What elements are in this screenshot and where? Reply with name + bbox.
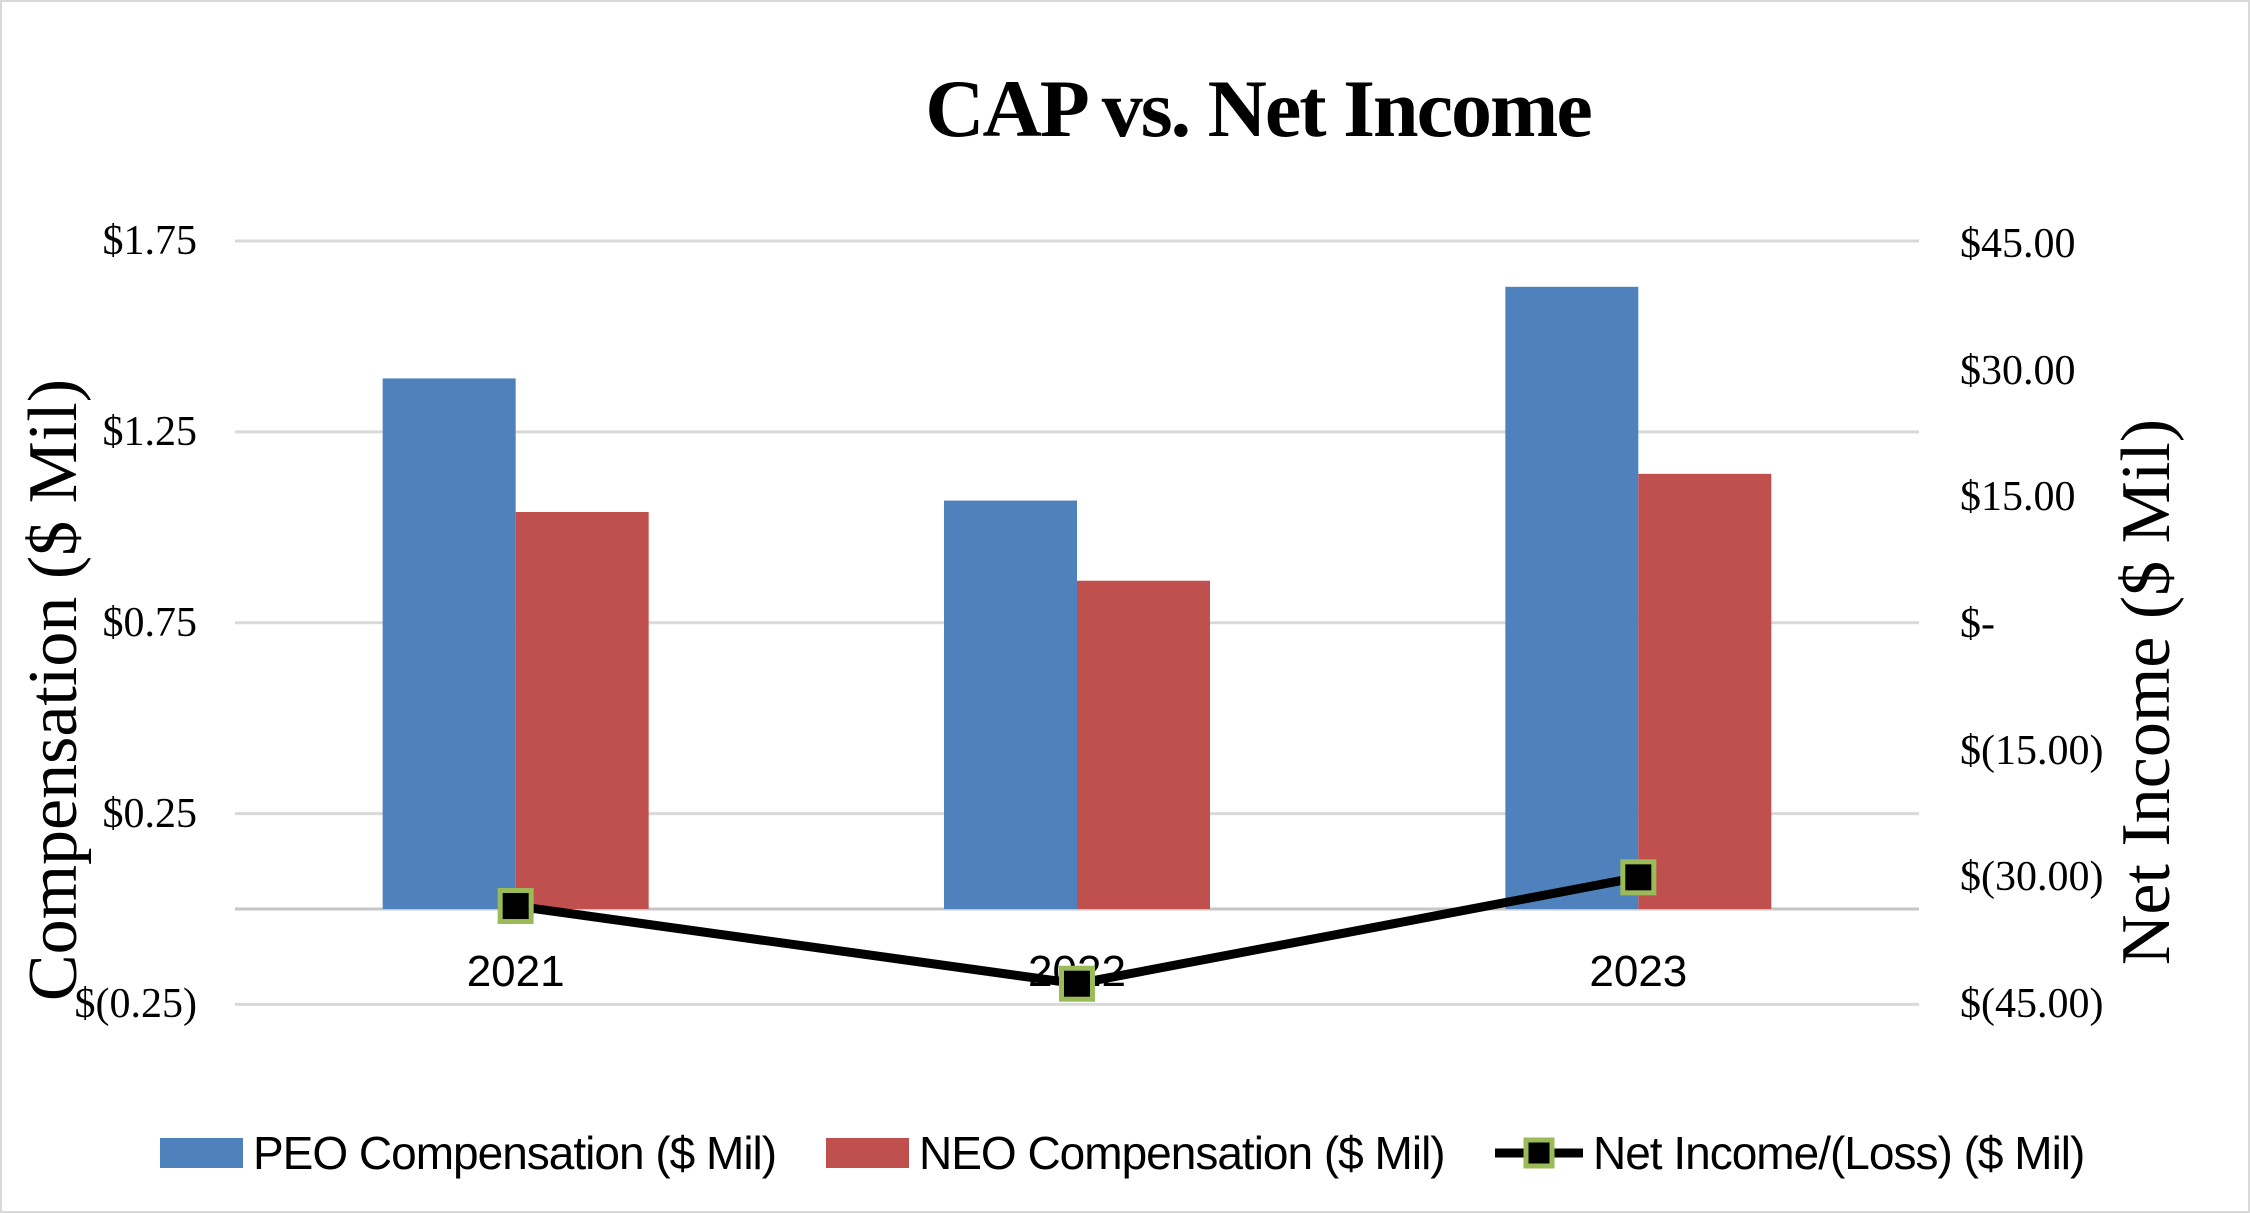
bar-neo-2022 xyxy=(1077,580,1210,909)
legend-label-peo: PEO Compensation ($ Mil) xyxy=(253,1127,777,1179)
chart-title: CAP vs. Net Income xyxy=(925,63,1592,154)
net-income-marker-2021 xyxy=(497,888,534,925)
right-axis-tick-label: $15.00 xyxy=(1960,474,2076,521)
category-label-2021: 2021 xyxy=(466,947,565,996)
legend-item-neo: NEO Compensation ($ Mil) xyxy=(826,1127,1446,1179)
bar-peo-2021 xyxy=(382,378,516,909)
legend-item-net-income: Net Income/(Loss) ($ Mil) xyxy=(1493,1127,2085,1179)
legend-swatch-peo xyxy=(160,1138,243,1168)
right-axis-tick-label: $(15.00) xyxy=(1960,727,2104,774)
legend-label-net-income: Net Income/(Loss) ($ Mil) xyxy=(1593,1127,2085,1179)
bar-peo-2023 xyxy=(1505,286,1639,910)
right-axis-tick-label: $- xyxy=(1960,600,1995,647)
category-label-2023: 2023 xyxy=(1589,947,1688,996)
left-axis-tick-label: $(0.25) xyxy=(74,981,197,1028)
legend-item-peo: PEO Compensation ($ Mil) xyxy=(160,1127,777,1179)
left-axis-tick-label: $0.25 xyxy=(102,790,198,837)
legend-marker-net-income-icon xyxy=(1495,1137,1583,1169)
left-axis-tick-label: $1.75 xyxy=(102,218,198,264)
net-income-marker-2023 xyxy=(1620,859,1657,896)
right-axis-tick-label: $(30.00) xyxy=(1960,854,2104,901)
legend-swatch-neo xyxy=(826,1138,909,1168)
right-axis-tick-label: $30.00 xyxy=(1960,347,2076,394)
bar-neo-2021 xyxy=(515,512,649,909)
legend-label-neo: NEO Compensation ($ Mil) xyxy=(919,1127,1446,1179)
right-axis-tick-label: $45.00 xyxy=(1960,221,2076,267)
right-axis-tick-label: $(45.00) xyxy=(1960,980,2104,1027)
bar-peo-2022 xyxy=(944,500,1077,909)
left-axis-tick-label: $1.25 xyxy=(102,408,198,455)
left-axis-tick-label: $0.75 xyxy=(102,599,198,646)
bar-neo-2023 xyxy=(1638,473,1772,909)
net-income-marker-2022 xyxy=(1059,965,1095,1002)
